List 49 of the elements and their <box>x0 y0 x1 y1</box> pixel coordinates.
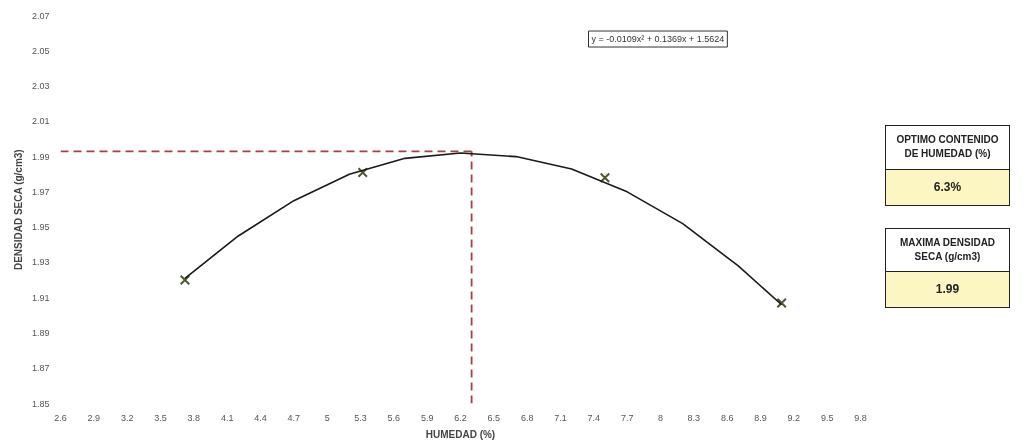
x-tick-label: 9.8 <box>854 412 867 423</box>
y-tick-label: 2.07 <box>31 10 50 21</box>
x-tick-label: 4.4 <box>254 412 267 423</box>
x-tick-label: 4.7 <box>287 412 301 423</box>
point <box>776 297 787 309</box>
x-tick-label: 8.6 <box>720 412 734 423</box>
y-tick-label: 1.99 <box>31 151 50 162</box>
x-tick-label: 8.3 <box>687 412 701 423</box>
x-axis-title: HUMEDAD (%) <box>425 428 496 440</box>
y-tick-label: 1.87 <box>31 363 50 374</box>
y-tick-label: 2.03 <box>31 81 50 92</box>
x-tick-label: 5.9 <box>420 412 434 423</box>
point <box>599 172 611 183</box>
text: 1.99 <box>886 271 1009 308</box>
x-tick-label: 6.8 <box>520 412 534 423</box>
y-tick-label: 1.85 <box>31 398 50 409</box>
x-tick-label: 9.5 <box>820 412 834 423</box>
x-tick-label: 3.8 <box>187 412 201 423</box>
y-tick-label: 2.01 <box>31 116 50 127</box>
x-tick-label: 2.9 <box>87 412 101 423</box>
x-tick-label: 4.1 <box>220 412 234 423</box>
y-tick-label: 1.95 <box>31 222 50 233</box>
x-tick-label: 6.2 <box>454 412 467 423</box>
y-axis-title: DENSIDAD SECA (g/cm3) <box>12 149 24 271</box>
point <box>179 274 191 286</box>
text: OPTIMO CONTENIDO DE HUMEDAD (%) <box>886 126 1009 169</box>
text: MAXIMA DENSIDAD SECA (g/cm3) <box>886 228 1009 272</box>
x-tick-label: 5.6 <box>387 412 401 423</box>
x-tick-label: 3.5 <box>154 412 167 423</box>
y-tick-label: 2.05 <box>31 45 50 56</box>
annotation: y = -0.0109x² + 0.1369x + 1.5624 <box>591 34 725 45</box>
x-tick-label: 3.2 <box>120 412 134 423</box>
x-tick-label: 6.5 <box>487 412 501 423</box>
y-tick-label: 1.89 <box>31 327 50 338</box>
text: 6.3% <box>886 168 1009 205</box>
x-tick-label: 8.9 <box>754 412 767 423</box>
x-tick-label: 8 <box>658 412 664 423</box>
line-series <box>184 152 783 306</box>
x-tick-label: 9.2 <box>787 412 801 423</box>
y-tick-label: 1.91 <box>31 292 50 303</box>
y-tick-label: 1.93 <box>31 257 50 268</box>
x-tick-label: 5.3 <box>354 412 367 423</box>
y-tick-label: 1.97 <box>31 186 50 197</box>
x-tick-label: 7.7 <box>620 412 634 423</box>
x-tick-label: 5 <box>324 412 330 423</box>
point <box>357 167 368 178</box>
x-tick-label: 7.4 <box>587 412 601 423</box>
x-tick-label: 2.6 <box>54 412 67 423</box>
x-tick-label: 7.1 <box>554 412 567 423</box>
